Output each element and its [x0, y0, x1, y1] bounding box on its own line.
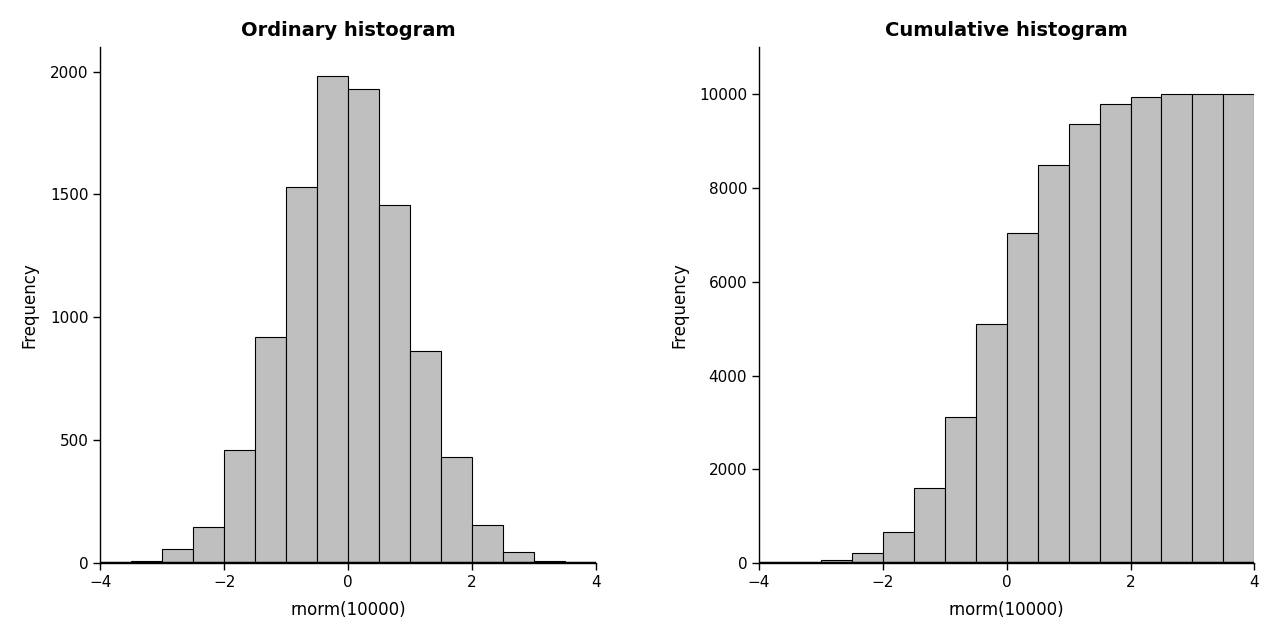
Bar [883, 532, 914, 563]
Title: Ordinary histogram: Ordinary histogram [241, 21, 456, 40]
Bar [317, 76, 348, 563]
Bar [534, 561, 564, 563]
Bar [163, 550, 193, 563]
Bar [1100, 104, 1130, 563]
Bar [285, 187, 317, 563]
Bar [975, 324, 1006, 563]
Bar [193, 527, 224, 563]
Bar [440, 457, 472, 563]
Bar [945, 417, 975, 563]
Bar [348, 90, 379, 563]
Bar [1038, 164, 1069, 563]
Bar [255, 337, 285, 563]
Bar [1161, 94, 1193, 563]
Bar [503, 552, 534, 563]
Bar [1130, 97, 1161, 563]
X-axis label: rnorm(10000): rnorm(10000) [948, 601, 1065, 619]
Bar [1224, 94, 1254, 563]
Bar [224, 450, 255, 563]
Bar [132, 561, 163, 563]
Y-axis label: Frequency: Frequency [669, 262, 687, 348]
Bar [1069, 124, 1100, 563]
Bar [410, 351, 440, 563]
Bar [1193, 94, 1224, 563]
Y-axis label: Frequency: Frequency [20, 262, 38, 348]
Title: Cumulative histogram: Cumulative histogram [886, 21, 1128, 40]
Bar [1006, 233, 1038, 563]
Bar [851, 553, 883, 563]
Bar [379, 205, 410, 563]
Bar [914, 488, 945, 563]
Bar [472, 525, 503, 563]
Bar [820, 560, 851, 563]
X-axis label: rnorm(10000): rnorm(10000) [291, 601, 406, 619]
